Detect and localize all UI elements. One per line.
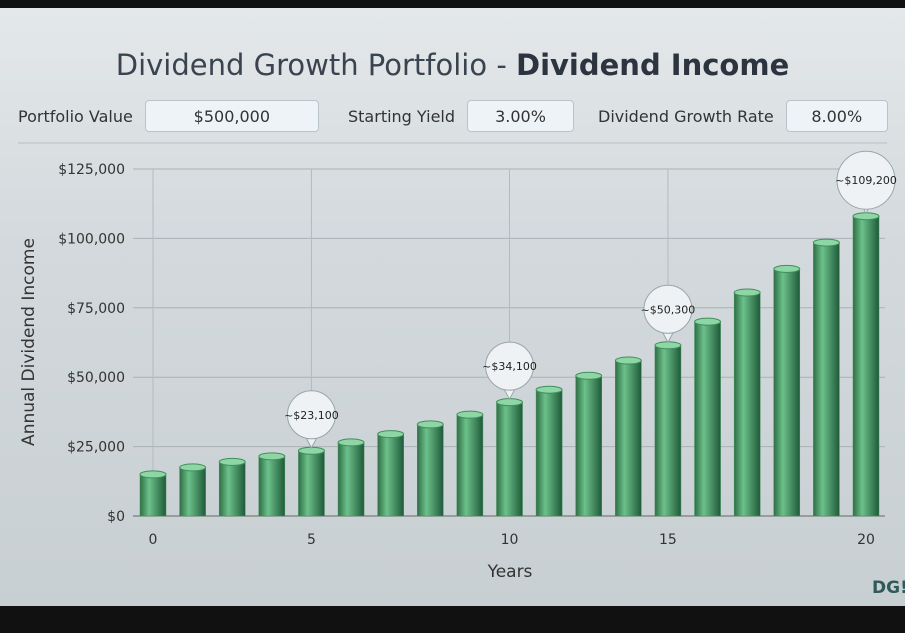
title-text: Dividend Growth Portfolio -	[115, 48, 517, 82]
x-axis-label: Years	[487, 562, 533, 582]
y-tick-label: $75,000	[67, 301, 125, 317]
y-tick-label: $0	[107, 509, 125, 525]
input-group: Starting Yield 3.00%	[348, 100, 575, 132]
callout-bubble	[485, 341, 534, 391]
bar-cap	[258, 452, 286, 461]
input-group: Dividend Growth Rate 8.00%	[598, 100, 888, 132]
x-tick-label: 10	[501, 532, 519, 548]
x-tick-label: 5	[307, 532, 316, 548]
callout-text: ~$50,300	[641, 303, 696, 316]
bar	[456, 414, 484, 517]
input-box[interactable]: $500,000	[144, 100, 319, 132]
bar	[258, 456, 286, 517]
y-tick-label: $125,000	[58, 162, 125, 178]
bar	[813, 242, 840, 517]
input-label: Starting Yield	[348, 106, 456, 126]
input-box[interactable]: 8.00%	[785, 100, 888, 132]
title-bold: Dividend Income	[516, 48, 790, 82]
callout-bubble	[643, 284, 693, 334]
bar	[337, 442, 365, 517]
bar	[733, 292, 761, 517]
input-box[interactable]: 3.00%	[467, 100, 575, 132]
bar-cap	[733, 288, 761, 297]
bar	[535, 389, 563, 517]
bar-cap	[694, 317, 722, 326]
bar-cap	[377, 430, 405, 439]
callout-text: ~$109,200	[835, 174, 897, 187]
callout-bubble	[286, 390, 336, 440]
x-tick-label: 20	[857, 532, 875, 548]
bar	[852, 215, 880, 517]
bar	[139, 474, 167, 517]
y-tick-label: $25,000	[67, 440, 125, 456]
logo: DG!	[872, 578, 905, 598]
bar-cap	[773, 264, 801, 273]
title: Dividend Growth Portfolio - Dividend Inc…	[0, 48, 905, 82]
bar-cap	[139, 470, 167, 479]
input-group: Portfolio Value $500,000	[18, 100, 319, 132]
callout-text: ~$34,100	[482, 360, 537, 373]
bar-cap	[218, 457, 246, 466]
bar	[615, 360, 642, 517]
bar	[377, 433, 404, 517]
callout-bubble	[836, 150, 896, 210]
bar	[654, 345, 682, 517]
bar	[773, 268, 801, 517]
bar-cap	[614, 356, 642, 365]
bar-cap	[179, 463, 207, 472]
bar-cap	[456, 410, 484, 419]
bar	[575, 375, 602, 517]
y-tick-label: $100,000	[58, 231, 125, 247]
input-label: Dividend Growth Rate	[598, 106, 774, 126]
bar-cap	[337, 438, 365, 447]
x-tick-label: 15	[659, 532, 677, 548]
bar-cap	[416, 420, 444, 429]
bar-cap	[535, 385, 563, 394]
bar-cap	[812, 238, 840, 247]
bar	[417, 424, 444, 517]
callout-text: ~$23,100	[284, 409, 339, 422]
bar	[218, 461, 246, 517]
bar-cap	[575, 371, 603, 380]
input-label: Portfolio Value	[18, 106, 133, 126]
y-tick-label: $50,000	[67, 370, 125, 386]
y-axis-label: Annual Dividend Income	[19, 238, 39, 446]
bar	[298, 450, 325, 517]
bar	[496, 401, 523, 517]
bar	[694, 321, 721, 517]
x-tick-label: 0	[149, 532, 158, 548]
bar	[179, 467, 206, 517]
